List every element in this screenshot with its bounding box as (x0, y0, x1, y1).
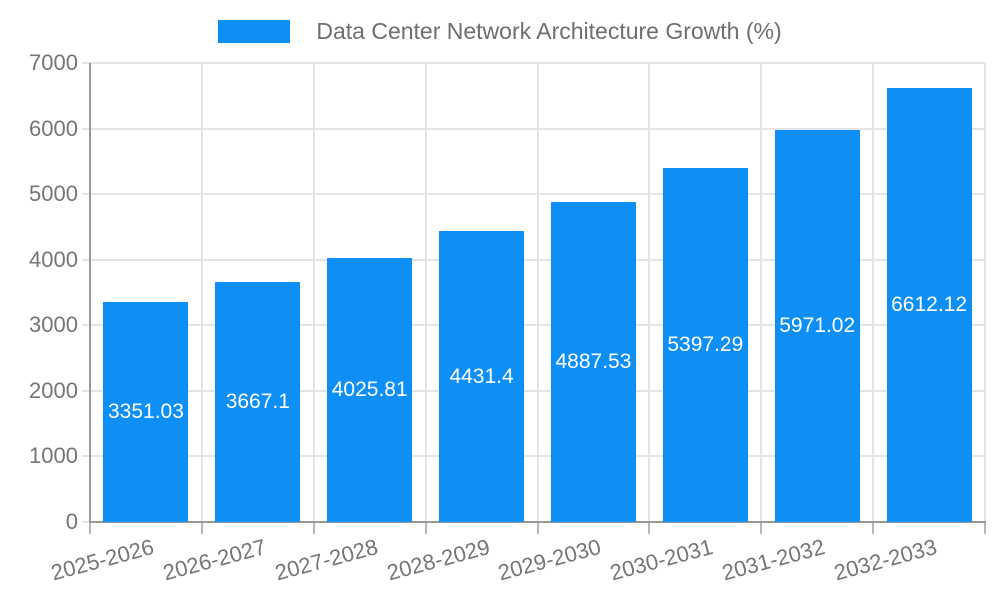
x-tick-label: 2027-2028 (272, 534, 381, 586)
gridline-vertical (424, 63, 427, 522)
x-tick-mark (984, 522, 986, 534)
bar-value-label: 4431.4 (449, 364, 514, 388)
y-tick-label: 1000 (29, 443, 78, 469)
x-tick-label: 2032-2033 (831, 534, 940, 586)
y-tick-label: 7000 (29, 50, 78, 75)
y-tick-label: 3000 (29, 312, 78, 338)
gridline-vertical (200, 63, 203, 522)
gridline-vertical (536, 63, 539, 522)
x-tick-label: 2030-2031 (607, 534, 716, 586)
gridline-vertical (648, 63, 651, 522)
gridline-vertical (872, 63, 875, 522)
bar-value-label: 4025.81 (331, 378, 408, 401)
y-tick-label: 5000 (29, 181, 78, 207)
x-tick-label: 2029-2030 (495, 534, 604, 586)
x-axis-line (89, 521, 986, 523)
bar-value-label: 5397.29 (667, 333, 744, 357)
bar-value-label: 6612.12 (891, 293, 968, 317)
bar-value-label: 3667.1 (225, 389, 290, 413)
bar[interactable] (662, 168, 748, 522)
x-tick-mark (424, 522, 427, 534)
x-tick-label: 2025-2026 (48, 534, 157, 586)
legend-swatch (218, 20, 291, 43)
gridline-vertical (984, 63, 986, 522)
bar[interactable] (327, 258, 413, 522)
bar[interactable] (215, 281, 301, 522)
gridline-vertical (760, 63, 763, 522)
legend-label: Data Center Network Architecture Growth … (316, 18, 782, 44)
x-tick-mark (200, 522, 203, 534)
bar[interactable] (439, 231, 525, 522)
y-tick-mark (82, 127, 90, 130)
y-tick-label: 2000 (29, 377, 78, 403)
x-tick-mark (648, 522, 651, 534)
y-tick-label: 0 (65, 509, 78, 534)
y-tick-mark (82, 521, 90, 523)
bar[interactable] (886, 88, 972, 522)
x-tick-mark (536, 522, 539, 534)
bar-value-label: 4887.53 (555, 349, 632, 373)
legend-item[interactable]: Data Center Network Architecture Growth … (0, 18, 1000, 45)
x-tick-label: 2028-2029 (383, 534, 493, 586)
x-tick-mark (89, 522, 91, 534)
y-tick-mark (82, 193, 90, 196)
y-axis-line (89, 63, 91, 522)
y-tick-mark (82, 62, 90, 64)
y-tick-mark (82, 324, 90, 327)
bar-value-label: 5971.02 (779, 314, 856, 338)
bar[interactable] (550, 201, 636, 522)
bar[interactable] (774, 130, 860, 522)
y-tick-mark (82, 389, 90, 392)
x-tick-label: 2031-2032 (719, 534, 828, 586)
bar-value-label: 3351.03 (107, 400, 184, 424)
x-tick-mark (312, 522, 315, 534)
bar[interactable] (103, 302, 189, 522)
x-tick-mark (760, 522, 763, 534)
y-tick-label: 6000 (29, 115, 78, 141)
x-tick-mark (872, 522, 875, 534)
y-tick-label: 4000 (29, 246, 78, 272)
y-tick-mark (82, 455, 90, 458)
gridline-vertical (312, 63, 315, 522)
y-tick-mark (82, 258, 90, 261)
x-tick-label: 2026-2027 (160, 534, 269, 586)
